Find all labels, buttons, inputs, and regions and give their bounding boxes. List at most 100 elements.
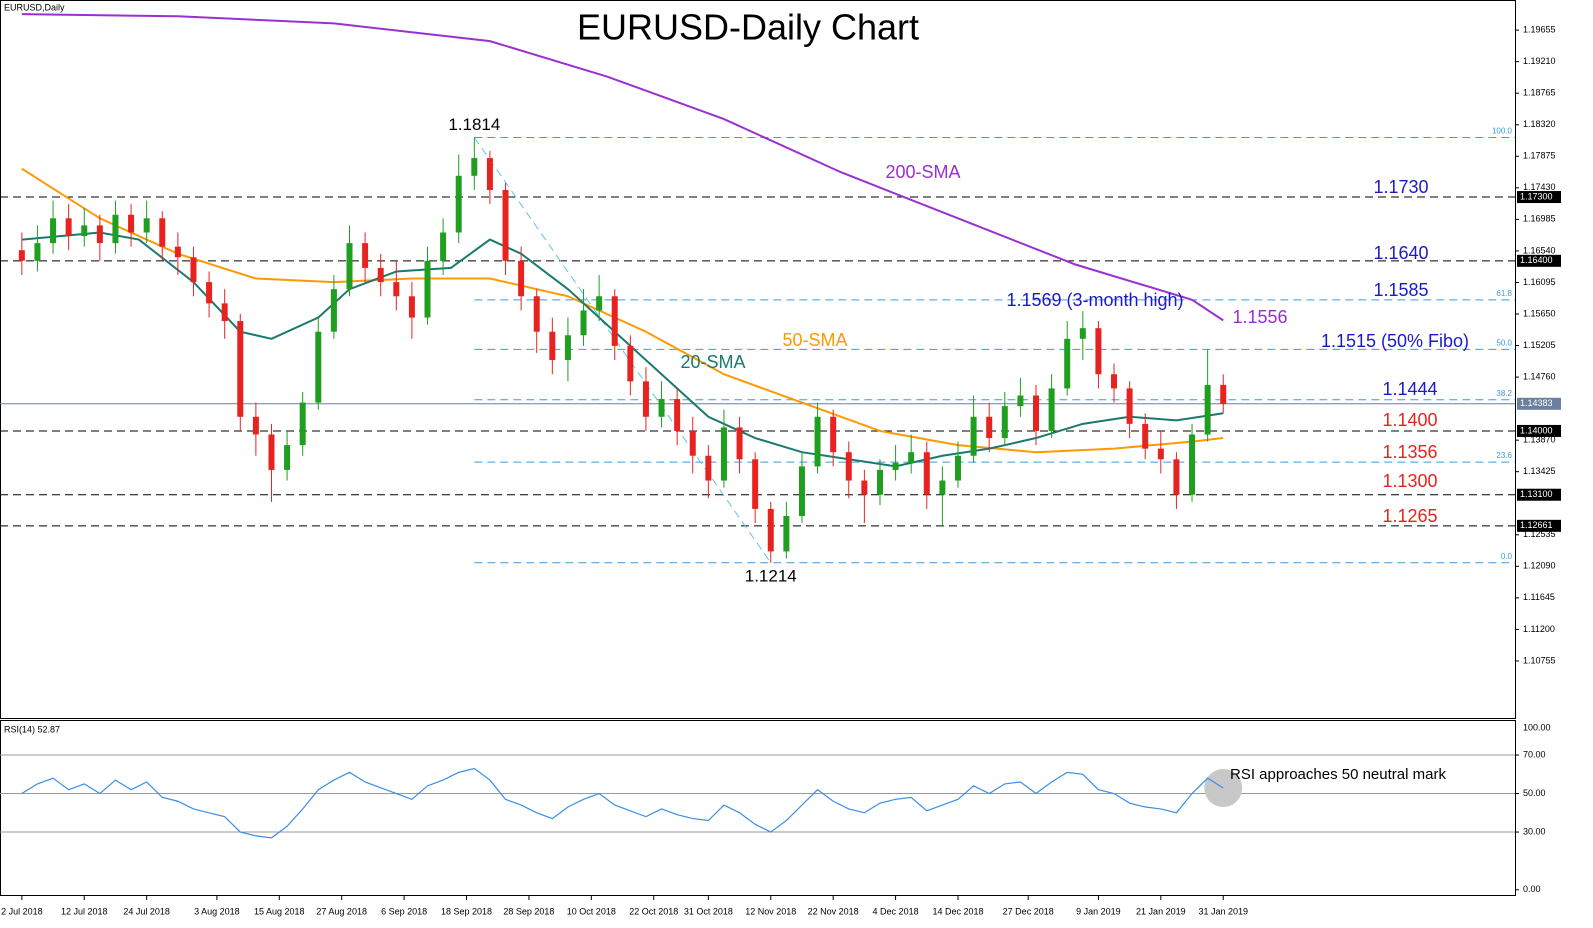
y-tick-label: 1.15205 xyxy=(1523,340,1556,350)
candle-body xyxy=(408,296,415,318)
candle-body xyxy=(845,452,852,481)
x-tick-label: 9 Jan 2019 xyxy=(1076,906,1121,916)
y-tick-label: 1.14760 xyxy=(1523,371,1556,381)
y-tick-label: 1.11645 xyxy=(1523,592,1555,602)
candle-body xyxy=(471,158,478,176)
candle-body xyxy=(284,445,291,470)
level-box-label: 1.12661 xyxy=(1520,520,1553,530)
x-tick-label: 10 Oct 2018 xyxy=(567,906,616,916)
x-tick-label: 4 Dec 2018 xyxy=(873,906,919,916)
candle-body xyxy=(96,225,103,244)
candle-body xyxy=(580,310,587,336)
x-tick-label: 3 Aug 2018 xyxy=(194,906,240,916)
rsi-y-tick-label: 0.00 xyxy=(1523,884,1541,894)
candle-body xyxy=(986,416,993,439)
rsi-y-tick-label: 30.00 xyxy=(1523,826,1546,836)
candle-body xyxy=(455,175,462,233)
candle-body xyxy=(268,434,275,470)
sma-label: 200-SMA xyxy=(885,162,960,182)
candle-body xyxy=(533,296,540,332)
candle-body xyxy=(549,331,556,361)
fibo-ratio: 100.0 xyxy=(1492,127,1513,136)
candle-body xyxy=(1220,384,1227,405)
y-tick-label: 1.18320 xyxy=(1523,119,1556,129)
price-panel-frame xyxy=(0,0,1516,719)
fibo-swing xyxy=(473,137,772,564)
sma-label: 50-SMA xyxy=(782,330,847,350)
candle-body xyxy=(970,416,977,456)
extreme-label: 1.1214 xyxy=(745,566,797,585)
y-tick-label: 1.13425 xyxy=(1523,466,1556,476)
candle-body xyxy=(596,296,603,311)
x-tick-label: 6 Sep 2018 xyxy=(381,906,427,916)
y-tick-label: 1.15650 xyxy=(1523,308,1556,318)
fibo-ratio: 61.8 xyxy=(1496,289,1512,298)
y-tick-label: 1.19210 xyxy=(1523,56,1556,66)
candle-body xyxy=(1048,388,1055,431)
candle-body xyxy=(424,260,431,318)
x-tick-label: 12 Jul 2018 xyxy=(61,906,108,916)
x-tick-label: 22 Oct 2018 xyxy=(629,906,678,916)
candle-body xyxy=(221,303,228,322)
candle-body xyxy=(81,225,88,237)
y-tick-label: 1.16540 xyxy=(1523,245,1556,255)
candle-body xyxy=(736,427,743,460)
candle-body xyxy=(362,243,369,268)
chart-title: EURUSD-Daily Chart xyxy=(577,7,919,48)
candle-body xyxy=(861,480,868,495)
candle-body xyxy=(783,515,790,552)
candle-body xyxy=(440,232,447,261)
rsi-line xyxy=(21,767,1224,839)
candle-body xyxy=(1064,338,1071,389)
fibo-ratio: 50.0 xyxy=(1496,339,1512,348)
level-note: 1.1356 xyxy=(1382,442,1437,462)
candle-body xyxy=(112,214,119,244)
level-note: 1.1730 xyxy=(1373,177,1428,197)
rsi-panel-frame xyxy=(0,720,1516,896)
candle-body xyxy=(1173,459,1180,495)
y-tick-label: 1.19655 xyxy=(1523,24,1556,34)
candle-body xyxy=(1189,434,1196,495)
level-box xyxy=(1517,519,1561,532)
rsi-y-tick-label: 70.00 xyxy=(1523,749,1546,759)
level-note: 1.1569 (3-month high) xyxy=(1006,290,1183,310)
y-tick-label: 1.12535 xyxy=(1523,529,1556,539)
y-tick-label: 1.12090 xyxy=(1523,561,1556,571)
candle-body xyxy=(674,399,681,431)
rsi-title: RSI(14) 52.87 xyxy=(4,724,60,734)
candle-body xyxy=(315,331,322,403)
candle-body xyxy=(330,289,337,332)
level-box-label: 1.14000 xyxy=(1520,425,1553,435)
candle-body xyxy=(689,430,696,456)
level-note: 1.1585 xyxy=(1373,280,1428,300)
candle-body xyxy=(174,246,181,258)
x-tick-label: 21 Jan 2019 xyxy=(1136,906,1186,916)
y-tick-label: 1.18765 xyxy=(1523,88,1556,98)
candle-body xyxy=(564,335,571,361)
fibo-ratio: 38.2 xyxy=(1496,389,1512,398)
candle-body xyxy=(393,282,400,297)
level-note: 1.1444 xyxy=(1382,379,1437,399)
x-tick-label: 28 Sep 2018 xyxy=(503,906,554,916)
candle-body xyxy=(892,462,899,470)
candle-body xyxy=(642,381,649,417)
x-tick-label: 2 Jul 2018 xyxy=(1,906,43,916)
symbol-label: EURUSD,Daily xyxy=(4,2,65,12)
level-note: 1.1265 xyxy=(1382,506,1437,526)
candle-body xyxy=(658,399,665,417)
candle-body xyxy=(1157,448,1164,460)
candle-body xyxy=(939,480,946,495)
candle-body xyxy=(720,427,727,481)
candle-body xyxy=(752,459,759,509)
y-tick-label: 1.10755 xyxy=(1523,655,1556,665)
candle-body xyxy=(159,218,166,247)
sma-line xyxy=(21,167,1224,454)
candle-body xyxy=(1001,406,1008,439)
extreme-label: 1.1814 xyxy=(448,115,500,134)
candle-body xyxy=(299,402,306,446)
candle-body xyxy=(908,452,915,463)
rsi-y-tick-label: 50.00 xyxy=(1523,788,1546,798)
candle-body xyxy=(128,214,135,233)
rsi-max-label: 100.00 xyxy=(1523,722,1551,732)
candle-body xyxy=(346,243,353,290)
